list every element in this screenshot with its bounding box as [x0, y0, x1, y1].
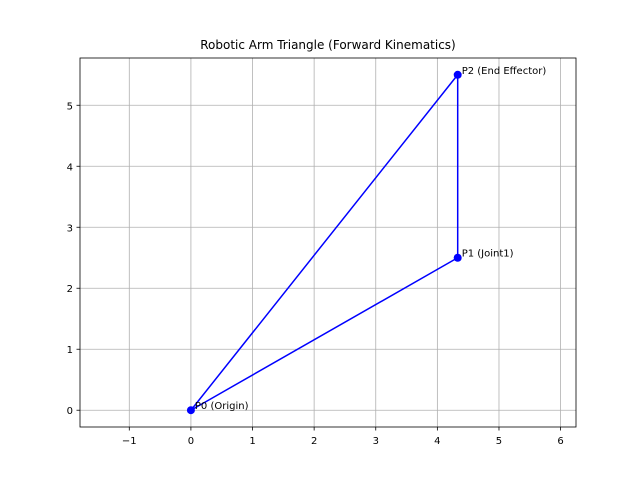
point-marker-p1: [453, 253, 462, 262]
x-tick-label: 6: [557, 436, 563, 447]
point-label-p2: P2 (End Effector): [462, 66, 547, 77]
grid: [80, 58, 576, 427]
y-tick-label: 1: [67, 345, 73, 356]
x-axis: −1 0 1 2 3 4 5 6: [122, 427, 564, 447]
x-tick-label: −1: [122, 436, 137, 447]
point-marker-p2: [453, 70, 462, 79]
axes-frame: [79, 57, 577, 428]
point-marker-p0: [186, 406, 195, 415]
y-tick-label: 5: [67, 101, 73, 112]
point-label-p0: P0 (Origin): [195, 401, 249, 412]
x-tick-label: 5: [496, 436, 502, 447]
x-tick-label: 3: [373, 436, 379, 447]
x-tick-label: 1: [249, 436, 255, 447]
x-tick-label: 2: [311, 436, 317, 447]
y-tick-label: 3: [67, 223, 73, 234]
triangle-line: [190, 74, 459, 411]
series-triangle: P0 (Origin) P1 (Joint1) P2 (End Effector): [186, 66, 547, 415]
x-tick-label: 4: [434, 436, 440, 447]
y-tick-label: 4: [67, 162, 73, 173]
chart-title: Robotic Arm Triangle (Forward Kinematics…: [200, 38, 456, 52]
x-tick-label: 0: [188, 436, 194, 447]
point-label-p1: P1 (Joint1): [462, 249, 514, 260]
y-tick-label: 0: [67, 406, 73, 417]
y-tick-label: 2: [67, 284, 73, 295]
y-axis: 0 1 2 3 4 5: [67, 101, 80, 417]
